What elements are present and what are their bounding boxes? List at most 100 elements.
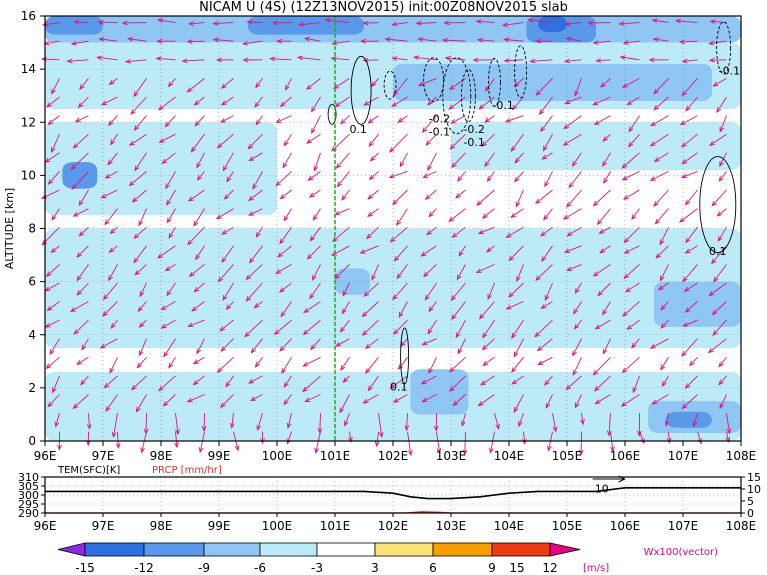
wind-vector	[279, 96, 292, 108]
surface-x-tick-label: 102E	[378, 519, 409, 533]
wind-vector	[685, 96, 698, 112]
wind-vector	[45, 264, 60, 277]
contour-line	[514, 45, 528, 99]
wind-vector	[456, 264, 466, 281]
wind-vector	[397, 357, 408, 371]
wind-vector	[311, 264, 321, 281]
wind-vector	[186, 394, 205, 403]
wind-vector	[476, 189, 495, 206]
wind-vector	[133, 226, 147, 239]
y-tick-label: 12	[21, 115, 36, 129]
wind-vector	[76, 245, 89, 258]
wind-vector	[192, 375, 205, 386]
wind-vector	[631, 208, 640, 221]
wind-vector	[174, 431, 179, 449]
wind-vector	[168, 357, 176, 369]
wind-vector	[450, 115, 466, 124]
wind-vector	[681, 58, 698, 64]
wind-vector	[441, 37, 466, 43]
contour-label: 0.1	[709, 245, 727, 258]
surface-right-tick-label: 15	[747, 471, 761, 484]
wind-vector	[451, 152, 466, 169]
wind-vector	[423, 264, 437, 278]
contour-line	[716, 21, 732, 75]
wind-vector	[623, 264, 640, 280]
wind-vector	[399, 152, 408, 168]
wind-vector	[684, 189, 698, 206]
wind-vector	[545, 394, 553, 409]
wind-vector	[685, 226, 698, 244]
wind-vector	[592, 189, 611, 207]
wind-vector	[384, 37, 408, 42]
wind-vector	[187, 189, 205, 202]
wind-vector	[484, 115, 495, 123]
wind-vector	[335, 338, 350, 347]
wind-vector	[187, 319, 205, 328]
wind-vector	[76, 282, 89, 296]
wind-vector	[368, 133, 379, 148]
wind-vector	[480, 375, 495, 386]
wind-vector	[110, 319, 118, 329]
wind-vector	[216, 133, 234, 149]
wind-vector	[606, 413, 612, 437]
wind-vector	[572, 338, 582, 357]
wind-vector	[51, 208, 60, 221]
wind-vector	[367, 115, 379, 124]
wind-vector	[449, 133, 466, 150]
wind-vector	[374, 431, 380, 448]
wind-vector	[108, 264, 118, 282]
colorbar-tick-label: -9	[198, 561, 210, 575]
wind-vector	[254, 96, 263, 108]
wind-vector	[190, 133, 205, 153]
wind-vector	[477, 394, 495, 407]
wind-vector	[680, 170, 698, 179]
wind-vector	[649, 133, 669, 147]
wind-vector	[250, 338, 263, 354]
wind-vector	[245, 264, 263, 281]
wind-vector	[201, 413, 207, 433]
wind-vector	[472, 57, 495, 63]
surface-right-tick-label: 5	[747, 495, 754, 508]
wind-vector	[220, 78, 234, 89]
wind-vector	[598, 226, 611, 234]
x-tick-label: 101E	[320, 449, 351, 463]
wind-vector	[229, 413, 235, 429]
wind-vector	[341, 301, 350, 315]
wind-vector	[276, 38, 292, 44]
wind-vector	[186, 39, 205, 45]
surface-x-tick-label: 108E	[726, 519, 757, 533]
colorbar-tick-label: 3	[371, 561, 379, 575]
wind-vector	[621, 170, 640, 181]
surface-annotation: 10	[595, 483, 609, 496]
wind-vector	[275, 171, 292, 187]
wind-vector	[198, 431, 205, 454]
wind-vector	[160, 319, 176, 329]
wind-vector	[455, 189, 466, 199]
wind-vector	[626, 96, 640, 106]
wind-vector	[336, 171, 350, 188]
surface-left-tick-label: 300	[18, 489, 39, 502]
contour-label: -0.2	[429, 112, 450, 125]
wind-vector	[369, 152, 379, 162]
shaded-region	[248, 16, 364, 35]
wind-vector	[73, 319, 89, 335]
wind-vector	[505, 226, 524, 238]
wind-vector	[164, 115, 176, 128]
wind-vector	[367, 208, 379, 218]
colorbar-tick-label: -6	[254, 561, 266, 575]
wind-vector	[275, 264, 292, 274]
wind-vector	[391, 96, 408, 108]
wind-vector	[215, 57, 234, 63]
wind-vector	[482, 319, 495, 339]
wind-vector	[566, 189, 582, 208]
surface-x-tick-label: 101E	[320, 519, 351, 533]
y-tick-label: 14	[21, 62, 36, 76]
wind-vector	[563, 115, 582, 130]
wind-vector	[681, 78, 698, 97]
wind-vector	[543, 208, 553, 221]
wind-vector-field	[40, 17, 732, 457]
wind-vector	[397, 115, 408, 123]
wind-vector	[245, 282, 263, 302]
wind-vector	[196, 338, 205, 355]
wind-vector	[541, 152, 553, 160]
